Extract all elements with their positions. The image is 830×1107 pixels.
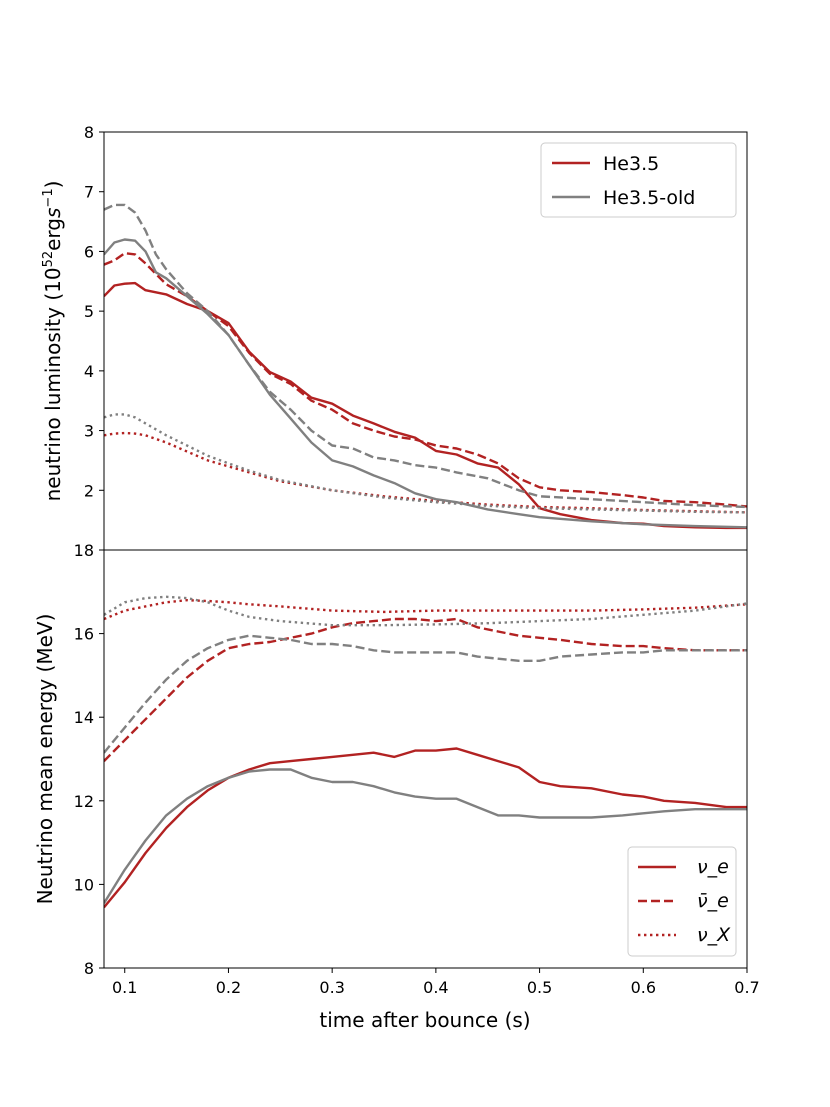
bottom-y-tick-label: 18 [74, 541, 94, 560]
energy-panel: 8 10 12 14 16 18 0.1 0.2 0.3 0.4 0.5 0.6 0.7 Neutri… [33, 541, 760, 1032]
flavor-legend-box [627, 846, 737, 957]
ylabel-mid: erg [41, 218, 65, 251]
legend-label-he35-old: He3.5-old [603, 187, 695, 209]
top-y-tick-label: 6 [84, 242, 94, 261]
energy-y-axis-label: Neutrino mean energy (MeV) [33, 614, 57, 905]
x-tick-label: 0.3 [319, 978, 344, 997]
top-y-tick-label: 7 [84, 183, 94, 202]
bottom-y-tick-label: 10 [74, 875, 94, 894]
energy-lines [104, 595, 747, 909]
x-tick-label: 0.2 [216, 978, 241, 997]
x-tick-label: 0.7 [734, 978, 759, 997]
luminosity-y-ticks: 2 3 4 5 6 7 8 [84, 123, 104, 500]
top-y-tick-label: 2 [84, 481, 94, 500]
series-bottom-he35-anti-nu-e [104, 617, 747, 762]
x-tick-label: 0.1 [112, 978, 137, 997]
ylabel-s: s [41, 208, 65, 218]
legend-label-he35: He3.5 [603, 153, 659, 175]
x-tick-label: 0.6 [631, 978, 656, 997]
x-tick-label: 0.5 [527, 978, 552, 997]
series-top-he35-nu-x [104, 431, 747, 514]
ylabel-sup1: 52 [41, 251, 56, 268]
energy-x-ticks: 0.1 0.2 0.3 0.4 0.5 0.6 0.7 [112, 968, 760, 997]
ylabel-end: ) [41, 181, 65, 189]
legend-label-anti-nu-e: ν̄_e [697, 890, 729, 912]
energy-y-ticks: 8 10 12 14 16 18 [74, 541, 104, 978]
ylabel-sup2: −1 [41, 188, 56, 207]
x-tick-label: 0.4 [423, 978, 448, 997]
top-y-tick-label: 4 [84, 362, 94, 381]
bottom-y-tick-label: 12 [74, 792, 94, 811]
ylabel-main: neutrino luminosity (10 [41, 267, 65, 501]
bottom-y-tick-label: 16 [74, 625, 94, 644]
series-bottom-he35-old-anti-nu-e [104, 634, 747, 754]
series-top-he35-old-nu-x [104, 413, 747, 514]
top-y-tick-label: 5 [84, 302, 94, 321]
energy-axes-frame [103, 549, 748, 969]
x-axis-label: time after bounce (s) [319, 1008, 530, 1032]
series-top-he35-old-nu-e [104, 238, 747, 529]
bottom-y-tick-label: 8 [84, 959, 94, 978]
series-top-he35-anti-nu-e [104, 251, 747, 508]
top-y-tick-label: 3 [84, 422, 94, 441]
legend-label-nu-e: ν_e [697, 856, 729, 878]
series-bottom-he35-old-nu-e [104, 768, 747, 904]
series-bottom-he35-nu-x [104, 599, 747, 621]
legend-label-nu-x: ν_X [697, 924, 731, 946]
flavor-legend: ν_e ν̄_e ν_X [627, 846, 737, 957]
model-legend-box [540, 142, 737, 218]
luminosity-y-axis-label: neutrino luminosity (1052ergs−1) [41, 181, 65, 502]
bottom-y-tick-label: 14 [74, 708, 94, 727]
series-bottom-he35-nu-e [104, 747, 747, 909]
top-y-tick-label: 8 [84, 123, 94, 142]
series-top-he35-old-anti-nu-e [104, 203, 747, 509]
luminosity-panel: 2 3 4 5 6 7 8 neutrino luminosity (1052ergs−1)… [41, 123, 748, 551]
luminosity-lines [104, 203, 747, 530]
model-legend: He3.5 He3.5-old [540, 142, 737, 218]
